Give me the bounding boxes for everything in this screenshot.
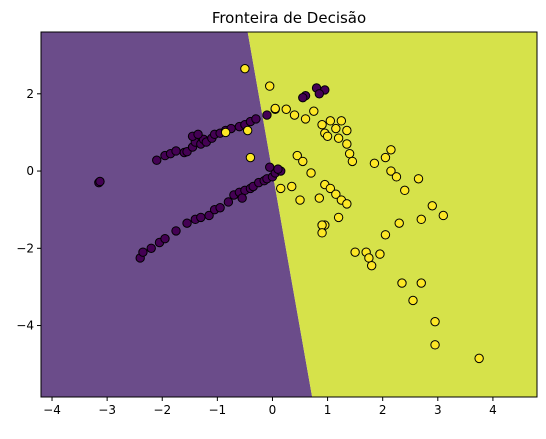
data-point-class-1 xyxy=(317,119,327,130)
x-tick-label: 2 xyxy=(379,403,387,417)
data-point-class-1 xyxy=(350,247,360,257)
data-point-class-0 xyxy=(251,114,261,124)
data-point-class-1 xyxy=(394,218,404,228)
data-point-class-1 xyxy=(220,127,231,138)
y-tick-label: −2 xyxy=(16,241,34,255)
data-point-class-1 xyxy=(408,295,418,306)
data-point-class-0 xyxy=(138,247,148,257)
data-points xyxy=(94,63,484,364)
data-point-class-0 xyxy=(95,176,105,187)
data-point-class-0 xyxy=(273,164,283,174)
data-point-class-1 xyxy=(375,249,385,259)
data-point-class-1 xyxy=(391,172,402,182)
data-point-class-1 xyxy=(292,150,302,161)
data-point-class-0 xyxy=(152,155,162,165)
data-point-class-1 xyxy=(317,228,327,238)
data-point-class-1 xyxy=(309,106,319,116)
data-point-class-1 xyxy=(242,125,253,136)
data-point-class-0 xyxy=(215,203,225,213)
data-point-class-1 xyxy=(342,125,352,136)
plot-frame xyxy=(40,31,538,398)
data-point-class-1 xyxy=(366,260,377,271)
data-point-class-1 xyxy=(325,116,336,126)
x-tick-label: 4 xyxy=(489,403,497,417)
data-point-class-1 xyxy=(331,123,341,134)
data-point-class-1 xyxy=(400,185,410,196)
data-point-class-0 xyxy=(314,89,325,99)
data-point-class-0 xyxy=(298,92,308,103)
data-point-class-0 xyxy=(265,162,275,172)
data-point-class-1 xyxy=(333,212,344,223)
data-point-class-1 xyxy=(413,174,424,184)
data-point-class-0 xyxy=(146,243,156,253)
data-point-class-1 xyxy=(298,156,308,167)
data-point-class-1 xyxy=(270,103,280,114)
data-point-class-1 xyxy=(306,168,316,178)
data-point-class-1 xyxy=(276,183,286,194)
x-tick-label: −4 xyxy=(43,403,61,417)
data-point-class-1 xyxy=(333,133,344,143)
data-point-class-0 xyxy=(237,193,247,203)
data-point-class-1 xyxy=(386,145,396,155)
data-point-class-1 xyxy=(317,220,327,230)
data-point-class-1 xyxy=(314,193,325,203)
y-tick-label: −4 xyxy=(16,319,34,333)
data-point-class-1 xyxy=(300,114,311,124)
data-point-class-0 xyxy=(262,110,272,120)
data-point-class-0 xyxy=(171,226,181,236)
data-point-class-1 xyxy=(342,139,352,149)
x-tick-label: −1 xyxy=(209,403,227,417)
data-point-class-0 xyxy=(193,129,203,140)
y-tick-label: 2 xyxy=(26,87,34,101)
data-point-class-0 xyxy=(182,218,192,228)
data-point-class-0 xyxy=(160,233,170,244)
data-point-class-1 xyxy=(430,316,440,327)
x-tick-label: 1 xyxy=(324,403,332,417)
x-tick-label: −2 xyxy=(153,403,171,417)
data-point-class-1 xyxy=(240,63,250,74)
data-point-class-1 xyxy=(397,278,407,288)
data-point-class-1 xyxy=(364,253,374,263)
data-point-class-1 xyxy=(347,156,358,167)
data-point-class-1 xyxy=(430,340,440,350)
data-point-class-1 xyxy=(245,152,256,163)
data-point-class-1 xyxy=(325,183,336,194)
chart-title: Fronteira de Decisão xyxy=(212,9,366,27)
data-point-class-1 xyxy=(380,152,391,163)
data-point-class-1 xyxy=(380,230,391,240)
data-point-class-1 xyxy=(427,201,437,211)
data-point-class-1 xyxy=(369,158,380,169)
data-point-class-0 xyxy=(196,212,206,223)
data-point-class-1 xyxy=(289,110,300,120)
data-point-class-1 xyxy=(281,104,291,114)
x-tick-label: 3 xyxy=(434,403,442,417)
data-point-class-0 xyxy=(223,197,234,207)
data-point-class-1 xyxy=(336,116,347,126)
data-point-class-1 xyxy=(331,189,341,199)
y-tick-label: 0 xyxy=(26,164,34,178)
data-point-class-1 xyxy=(474,353,484,364)
y-axis: 2 0 −2 −4 xyxy=(16,87,41,333)
data-point-class-1 xyxy=(344,148,355,159)
data-point-class-1 xyxy=(416,278,426,288)
decision-regions xyxy=(41,32,537,397)
data-point-class-1 xyxy=(322,131,333,141)
data-point-class-1 xyxy=(287,181,297,192)
data-point-class-1 xyxy=(386,166,396,176)
data-point-class-1 xyxy=(265,81,275,91)
data-point-class-1 xyxy=(416,214,426,225)
data-point-class-0 xyxy=(204,210,214,221)
x-axis: −4 −3 −2 −1 0 1 2 3 4 xyxy=(43,397,497,417)
data-point-class-0 xyxy=(171,146,181,156)
data-point-class-1 xyxy=(342,199,352,209)
x-tick-label: 0 xyxy=(269,403,277,417)
data-point-class-1 xyxy=(438,210,449,221)
data-point-class-1 xyxy=(295,195,305,205)
x-tick-label: −3 xyxy=(98,403,116,417)
